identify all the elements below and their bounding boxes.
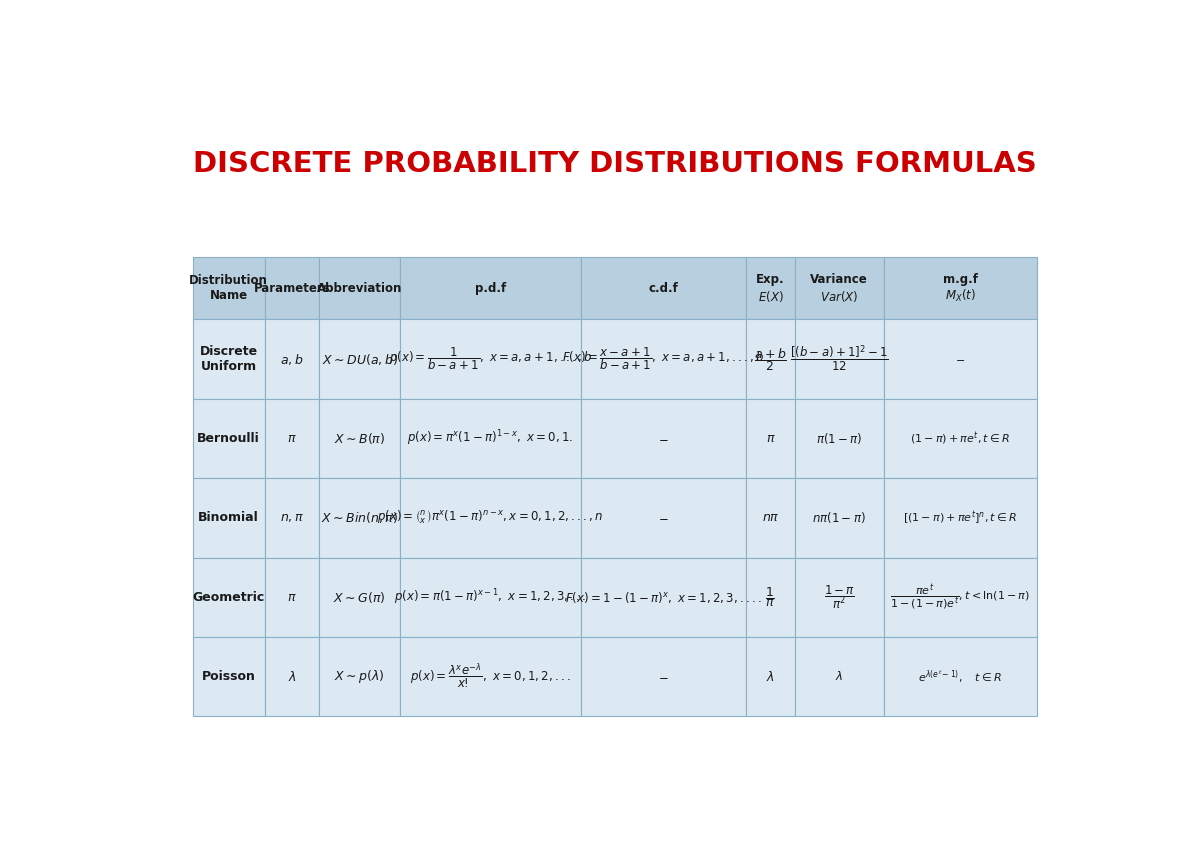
FancyBboxPatch shape [581,399,746,478]
FancyBboxPatch shape [794,257,883,319]
FancyBboxPatch shape [264,558,319,637]
Text: $\lambda$: $\lambda$ [766,670,775,683]
Text: Geometric: Geometric [192,591,265,604]
Text: $F(x) = \dfrac{x-a+1}{b-a+1},\ x = a, a+1,...,b$: $F(x) = \dfrac{x-a+1}{b-a+1},\ x = a, a+… [563,346,764,373]
Text: m.g.f
$M_X(t)$: m.g.f $M_X(t)$ [943,273,978,304]
Text: $\lambda$: $\lambda$ [288,670,296,683]
FancyBboxPatch shape [883,319,1037,399]
FancyBboxPatch shape [264,399,319,478]
Text: $p(x) = \pi^x(1-\pi)^{1-x},\ x = 0,1.$: $p(x) = \pi^x(1-\pi)^{1-x},\ x = 0,1.$ [407,429,574,448]
FancyBboxPatch shape [264,257,319,319]
Text: c.d.f: c.d.f [649,282,678,295]
Text: $-$: $-$ [659,432,668,445]
Text: $\pi$: $\pi$ [287,591,296,604]
FancyBboxPatch shape [794,399,883,478]
Text: $(1-\pi) + \pi e^t, t \in R$: $(1-\pi) + \pi e^t, t \in R$ [911,430,1010,447]
FancyBboxPatch shape [319,478,400,558]
FancyBboxPatch shape [319,558,400,637]
FancyBboxPatch shape [264,319,319,399]
Text: $\dfrac{a+b}{2}$: $\dfrac{a+b}{2}$ [754,346,787,373]
Text: p.d.f: p.d.f [475,282,506,295]
FancyBboxPatch shape [883,478,1037,558]
FancyBboxPatch shape [746,399,794,478]
FancyBboxPatch shape [193,478,264,558]
FancyBboxPatch shape [883,637,1037,717]
FancyBboxPatch shape [794,319,883,399]
Text: Parameters: Parameters [253,282,330,295]
FancyBboxPatch shape [746,558,794,637]
Text: $n\pi$: $n\pi$ [762,511,779,525]
FancyBboxPatch shape [746,637,794,717]
FancyBboxPatch shape [581,257,746,319]
Text: $\dfrac{1}{\pi}$: $\dfrac{1}{\pi}$ [766,585,775,610]
FancyBboxPatch shape [581,558,746,637]
FancyBboxPatch shape [193,257,264,319]
Text: $-$: $-$ [955,354,966,364]
Text: $\pi$: $\pi$ [287,432,296,445]
FancyBboxPatch shape [319,399,400,478]
Text: $-$: $-$ [659,511,668,525]
Text: $a, b$: $a, b$ [281,351,304,367]
Text: $n, \pi$: $n, \pi$ [280,511,304,525]
FancyBboxPatch shape [581,319,746,399]
Text: $[(1-\pi) + \pi e^t]^n, t \in R$: $[(1-\pi) + \pi e^t]^n, t \in R$ [904,509,1018,526]
Text: $X\sim B(\pi)$: $X\sim B(\pi)$ [334,431,385,446]
Text: $\dfrac{\pi e^t}{1-(1-\pi)e^t}, t < \ln(1-\pi)$: $\dfrac{\pi e^t}{1-(1-\pi)e^t}, t < \ln(… [890,582,1031,612]
FancyBboxPatch shape [319,319,400,399]
Text: $\pi(1-\pi)$: $\pi(1-\pi)$ [816,431,863,446]
Text: DISCRETE PROBABILITY DISTRIBUTIONS FORMULAS: DISCRETE PROBABILITY DISTRIBUTIONS FORMU… [193,150,1037,178]
Text: $-$: $-$ [659,670,668,683]
Text: Abbreviation: Abbreviation [317,282,402,295]
FancyBboxPatch shape [746,257,794,319]
FancyBboxPatch shape [193,319,264,399]
FancyBboxPatch shape [794,637,883,717]
FancyBboxPatch shape [400,478,581,558]
FancyBboxPatch shape [883,399,1037,478]
Text: Discrete
Uniform: Discrete Uniform [199,345,258,373]
Text: $\pi$: $\pi$ [766,432,775,445]
Text: $F(x) = 1-(1-\pi)^x,\ x = 1,2,3,....$: $F(x) = 1-(1-\pi)^x,\ x = 1,2,3,....$ [565,590,762,604]
FancyBboxPatch shape [193,637,264,717]
FancyBboxPatch shape [581,637,746,717]
Text: Poisson: Poisson [202,670,256,683]
Text: Distribution
Name: Distribution Name [190,274,268,302]
FancyBboxPatch shape [193,558,264,637]
Text: $\dfrac{[(b-a)+1]^2-1}{12}$: $\dfrac{[(b-a)+1]^2-1}{12}$ [790,344,889,374]
Text: $\dfrac{1-\pi}{\pi^2}$: $\dfrac{1-\pi}{\pi^2}$ [823,583,854,611]
Text: $n\pi(1-\pi)$: $n\pi(1-\pi)$ [812,510,866,526]
FancyBboxPatch shape [319,257,400,319]
Text: $p(x) = \binom{n}{x}\pi^x(1-\pi)^{n-x}, x = 0,1,2,...,n$: $p(x) = \binom{n}{x}\pi^x(1-\pi)^{n-x}, … [377,509,604,526]
FancyBboxPatch shape [319,637,400,717]
FancyBboxPatch shape [746,319,794,399]
Text: $X\sim Bin(n,\pi)$: $X\sim Bin(n,\pi)$ [322,510,398,526]
FancyBboxPatch shape [400,319,581,399]
Text: $\lambda$: $\lambda$ [835,670,844,683]
Text: $e^{\lambda(e^t-1)},\quad t \in R$: $e^{\lambda(e^t-1)},\quad t \in R$ [918,668,1002,685]
FancyBboxPatch shape [746,478,794,558]
Text: Binomial: Binomial [198,511,259,525]
Text: Bernoulli: Bernoulli [197,432,260,445]
FancyBboxPatch shape [400,637,581,717]
FancyBboxPatch shape [883,257,1037,319]
FancyBboxPatch shape [883,558,1037,637]
FancyBboxPatch shape [794,478,883,558]
FancyBboxPatch shape [264,637,319,717]
FancyBboxPatch shape [400,257,581,319]
FancyBboxPatch shape [264,478,319,558]
Text: $p(x) = \dfrac{\lambda^x e^{-\lambda}}{x!},\ x = 0,1,2,...$: $p(x) = \dfrac{\lambda^x e^{-\lambda}}{x… [410,662,571,691]
Text: Variance
$Var(X)$: Variance $Var(X)$ [810,273,868,304]
Text: $p(x) = \dfrac{1}{b-a+1},\ x = a, a+1,...,b$: $p(x) = \dfrac{1}{b-a+1},\ x = a, a+1,..… [389,346,592,373]
Text: Exp.
$E(X)$: Exp. $E(X)$ [756,273,785,304]
FancyBboxPatch shape [581,478,746,558]
FancyBboxPatch shape [193,399,264,478]
FancyBboxPatch shape [400,399,581,478]
FancyBboxPatch shape [400,558,581,637]
Text: $X\sim p(\lambda)$: $X\sim p(\lambda)$ [335,668,385,685]
FancyBboxPatch shape [794,558,883,637]
Text: $X\sim G(\pi)$: $X\sim G(\pi)$ [334,590,385,604]
Text: $p(x) = \pi(1-\pi)^{x-1},\ x = 1,2,3,...$: $p(x) = \pi(1-\pi)^{x-1},\ x = 1,2,3,...… [395,588,587,607]
Text: $X\sim DU(a,b)$: $X\sim DU(a,b)$ [322,351,397,367]
